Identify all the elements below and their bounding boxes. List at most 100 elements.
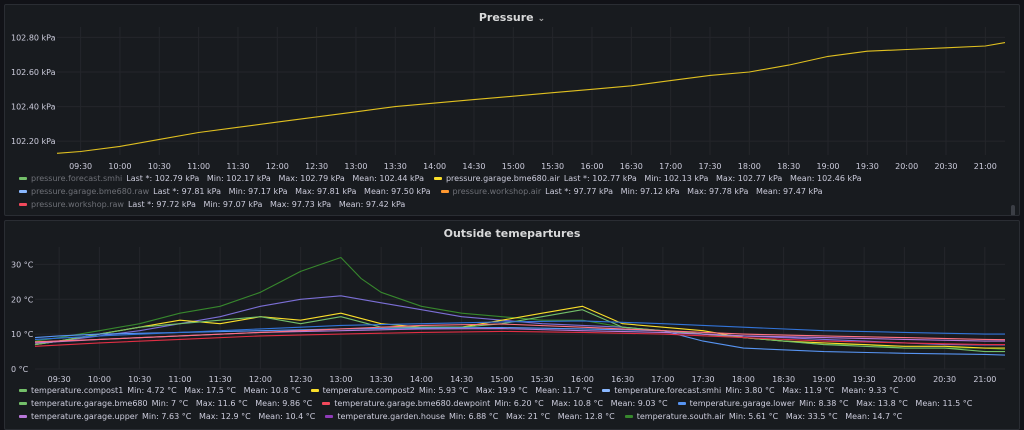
legend-swatch — [440, 190, 449, 193]
x-tick-label: 12:00 — [266, 162, 289, 171]
legend-series-name: pressure.garage.bme680.raw — [31, 187, 150, 196]
legend-stats: Min: 3.80 °C Max: 11.9 °C Mean: 9.33 °C — [725, 386, 899, 395]
y-tick-label: 30 °C — [11, 260, 34, 269]
y-tick-label: 102.40 kPa — [11, 103, 56, 112]
legend-row: pressure.forecast.smhi Last *: 102.79 kPa… — [19, 172, 1009, 185]
legend-series-name: temperature.forecast.smhi — [614, 386, 722, 395]
series-line-pressure-garage-bme680-air[interactable] — [56, 42, 1006, 154]
legend-item[interactable]: pressure.garage.bme680.air Last *: 102.77… — [433, 172, 862, 185]
y-tick-label: 10 °C — [11, 330, 34, 339]
legend-item[interactable]: temperature.garden.house Min: 6.88 °C Max… — [325, 410, 615, 423]
panel-title-text: Outside temepartures — [443, 227, 581, 240]
x-tick-label: 17:00 — [659, 162, 682, 171]
temperature-panel: Outside temepartures 30 °C 20 °C 10 °C 0 °C… — [4, 220, 1020, 430]
x-tick-label: 20:30 — [933, 375, 956, 384]
legend-series-name: temperature.garden.house — [337, 412, 446, 421]
series-line-temperature-south-air[interactable] — [34, 256, 1006, 351]
legend-swatch — [325, 415, 334, 418]
x-tick-label: 18:30 — [772, 375, 795, 384]
legend-series-name: temperature.garage.bme680 — [31, 399, 148, 408]
legend-stats: Last *: 97.72 kPa Min: 97.07 kPa Max: 97… — [127, 200, 406, 209]
legend-stats: Min: 7 °C Max: 11.6 °C Mean: 9.86 °C — [151, 399, 313, 408]
legend-row: temperature.garage.upper Min: 7.63 °C Max… — [19, 410, 1009, 423]
legend-item[interactable]: temperature.compost2 Min: 5.93 °C Max: 19… — [310, 384, 592, 397]
x-tick-label: 11:00 — [168, 375, 191, 384]
legend-item[interactable]: temperature.forecast.smhi Min: 3.80 °C Ma… — [602, 384, 899, 397]
series-line-temperature-forecast-smhi[interactable] — [34, 326, 1006, 356]
chevron-down-icon[interactable]: ⌄ — [537, 14, 546, 24]
x-tick-label: 12:00 — [249, 375, 272, 384]
legend-swatch — [19, 402, 27, 405]
legend-series-name: pressure.forecast.smhi — [31, 174, 123, 183]
series-line-temperature-compost2[interactable] — [34, 305, 1005, 349]
legend-item[interactable]: temperature.garage.upper Min: 7.63 °C Max… — [19, 410, 315, 423]
x-tick-label: 09:30 — [48, 375, 71, 384]
panel-title-temperature[interactable]: Outside temepartures — [5, 227, 1019, 243]
x-tick-label: 19:30 — [856, 162, 879, 171]
x-tick-label: 10:00 — [108, 162, 131, 171]
legend-stats: Last *: 102.77 kPa Min: 102.13 kPa Max: … — [563, 174, 862, 183]
scrollbar[interactable] — [1011, 205, 1015, 215]
legend-swatch — [602, 389, 611, 392]
series-line-temperature-garage-upper[interactable] — [34, 323, 1006, 343]
pressure-legend: pressure.forecast.smhi Last *: 102.79 kPa… — [19, 172, 1009, 211]
temperature-chart[interactable]: 30 °C 20 °C 10 °C 0 °C 09:30 10:00 10:30 11:00 1… — [5, 221, 1020, 429]
legend-series-name: temperature.garage.upper — [31, 412, 138, 421]
temperature-legend: temperature.compost1 Min: 4.72 °C Max: 17… — [19, 384, 1009, 423]
legend-item[interactable]: pressure.workshop.raw Last *: 97.72 kPa M… — [19, 198, 405, 211]
legend-stats: Min: 4.72 °C Max: 17.5 °C Mean: 10.8 °C — [127, 386, 301, 395]
x-tick-label: 10:00 — [88, 375, 111, 384]
legend-item[interactable]: pressure.garage.bme680.raw Last *: 97.81 … — [19, 185, 431, 198]
x-tick-label: 11:30 — [209, 375, 232, 384]
legend-stats: Min: 6.88 °C Max: 21 °C Mean: 12.8 °C — [449, 412, 615, 421]
x-tick-label: 16:30 — [620, 162, 643, 171]
x-tick-label: 18:00 — [732, 375, 755, 384]
x-tick-label: 19:00 — [812, 375, 835, 384]
legend-item[interactable]: pressure.workshop.air Last *: 97.77 kPa M… — [440, 185, 823, 198]
x-tick-label: 20:30 — [934, 162, 957, 171]
series-line-temperature-compost1[interactable] — [34, 309, 1005, 353]
series-line-temperature-garage-lower[interactable] — [34, 320, 1005, 340]
x-tick-label: 16:00 — [580, 162, 603, 171]
legend-swatch — [322, 402, 331, 405]
legend-row: pressure.garage.bme680.raw Last *: 97.81 … — [19, 185, 1009, 198]
legend-item[interactable]: temperature.garage.lower Min: 8.38 °C Max… — [677, 397, 972, 410]
legend-item[interactable]: temperature.garage.bme680.dewpoint Min: 6… — [322, 397, 668, 410]
legend-swatch — [677, 402, 686, 405]
y-tick-label: 20 °C — [11, 295, 34, 304]
x-tick-label: 14:30 — [450, 375, 473, 384]
x-tick-label: 16:30 — [611, 375, 634, 384]
panel-title-text: Pressure — [478, 11, 534, 24]
legend-swatch — [19, 389, 27, 392]
legend-series-name: temperature.compost2 — [322, 386, 415, 395]
x-tick-label: 20:00 — [893, 375, 916, 384]
legend-stats: Min: 6.20 °C Max: 10.8 °C Mean: 9.03 °C — [494, 399, 668, 408]
panel-title-pressure[interactable]: Pressure ⌄ — [5, 11, 1019, 27]
y-tick-label: 102.60 kPa — [11, 68, 56, 77]
y-tick-label: 102.80 kPa — [11, 33, 56, 42]
legend-swatch — [624, 415, 633, 418]
x-tick-label: 11:30 — [226, 162, 249, 171]
legend-swatch — [433, 177, 442, 180]
y-tick-label: 0 °C — [11, 365, 29, 374]
x-tick-label: 14:00 — [410, 375, 433, 384]
x-tick-label: 17:00 — [651, 375, 674, 384]
legend-item[interactable]: temperature.south.air Min: 5.61 °C Max: 3… — [624, 410, 902, 423]
x-tick-label: 13:30 — [370, 375, 393, 384]
x-tick-label: 18:00 — [738, 162, 761, 171]
x-tick-label: 17:30 — [692, 375, 715, 384]
x-tick-label: 12:30 — [289, 375, 312, 384]
x-tick-label: 20:00 — [895, 162, 918, 171]
x-tick-label: 16:00 — [571, 375, 594, 384]
x-tick-label: 18:30 — [777, 162, 800, 171]
x-tick-label: 15:30 — [531, 375, 554, 384]
legend-item[interactable]: temperature.compost1 Min: 4.72 °C Max: 17… — [19, 384, 301, 397]
series-line-temperature-garage-bme680-dewpoint[interactable] — [34, 330, 1005, 347]
x-tick-label: 19:00 — [816, 162, 839, 171]
x-tick-label: 17:30 — [698, 162, 721, 171]
x-tick-label: 11:00 — [187, 162, 210, 171]
legend-item[interactable]: temperature.garage.bme680 Min: 7 °C Max: … — [19, 397, 312, 410]
x-tick-label: 13:30 — [384, 162, 407, 171]
pressure-chart[interactable]: 102.80 kPa 102.60 kPa 102.40 kPa 102.20 kPa… — [5, 5, 1020, 215]
legend-item[interactable]: pressure.forecast.smhi Last *: 102.79 kPa… — [19, 172, 424, 185]
